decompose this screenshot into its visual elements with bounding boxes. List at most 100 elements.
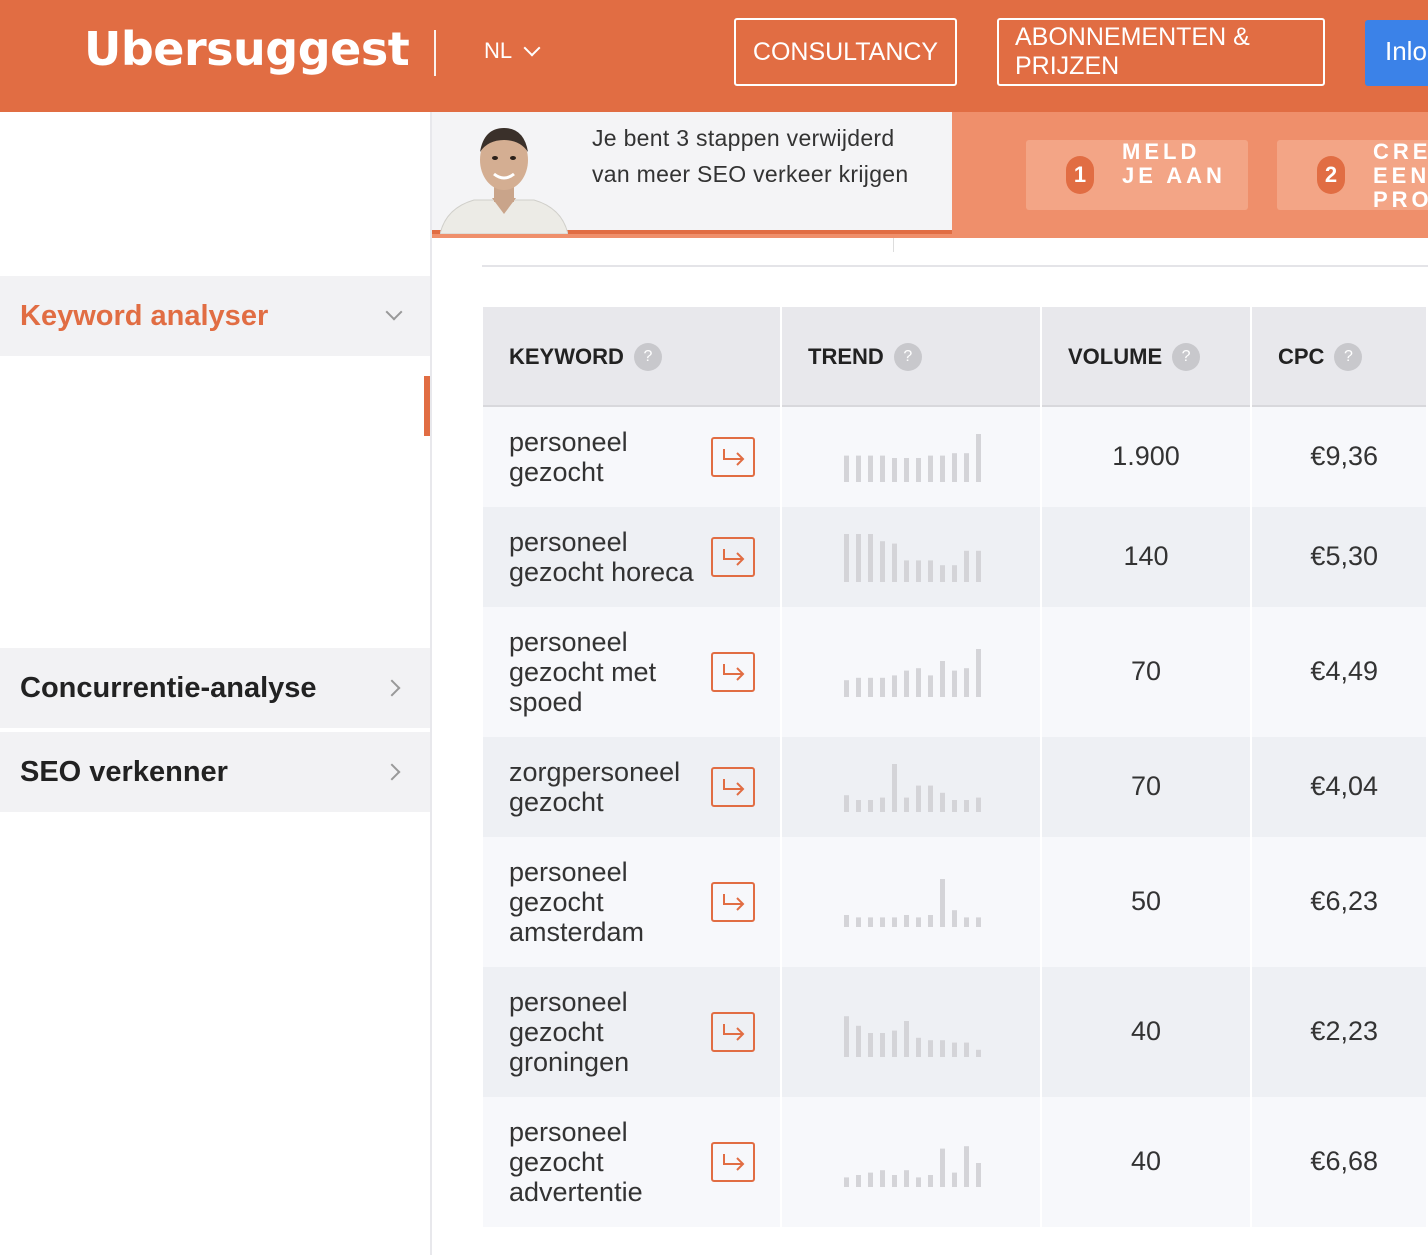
cpc-cell: €6,68 <box>1252 1097 1428 1227</box>
language-label: NL <box>484 38 513 63</box>
trend-cell <box>782 407 1042 507</box>
trend-bar <box>916 458 921 482</box>
cpc-cell: €9,36 <box>1252 407 1428 507</box>
keyword-text[interactable]: personeel gezocht advertentie <box>509 1117 643 1207</box>
table-row[interactable]: personeel gezocht horeca 140 €5,30 <box>483 507 1428 607</box>
trend-bar <box>940 565 945 582</box>
column-header-cpc[interactable]: CPC ? <box>1252 307 1428 407</box>
trend-bar <box>976 649 981 697</box>
trend-cell <box>782 507 1042 607</box>
help-icon[interactable]: ? <box>1172 343 1201 371</box>
keyword-cell: personeel gezocht amsterdam <box>483 837 782 967</box>
trend-bar <box>928 1040 933 1057</box>
arrow-right-icon <box>723 549 745 566</box>
sidebar-scroll-indicator <box>424 376 430 436</box>
keyword-text[interactable]: personeel gezocht horeca <box>509 527 694 587</box>
column-header-keyword[interactable]: KEYWORD ? <box>483 307 782 407</box>
help-icon[interactable]: ? <box>1334 343 1363 371</box>
step-label: CRE EEN PRO <box>1373 139 1428 212</box>
help-icon[interactable]: ? <box>893 343 922 371</box>
subscriptions-button[interactable]: ABONNEMENTEN & PRIJZEN <box>997 18 1325 86</box>
header-divider <box>434 30 436 76</box>
open-keyword-button[interactable] <box>711 1012 755 1052</box>
trend-bar <box>964 550 969 582</box>
keyword-text[interactable]: personeel gezocht met spoed <box>509 627 657 717</box>
volume-cell: 40 <box>1042 967 1252 1097</box>
trend-bar <box>856 534 861 582</box>
volume-value: 40 <box>1130 1016 1162 1046</box>
trend-bar <box>904 915 909 927</box>
banner-text: Je bent 3 stappen verwijderd van meer SE… <box>592 125 909 187</box>
trend-bar <box>856 800 861 812</box>
column-header-volume[interactable]: VOLUME ? <box>1042 307 1252 407</box>
step-sign-up[interactable]: 1 MELD JE AAN <box>1026 140 1248 210</box>
keyword-text[interactable]: personeel gezocht amsterdam <box>509 857 645 947</box>
language-select[interactable]: NL <box>484 38 541 64</box>
trend-cell <box>782 607 1042 737</box>
volume-cell: 140 <box>1042 507 1252 607</box>
open-keyword-button[interactable] <box>711 652 755 692</box>
trend-bar <box>916 917 921 927</box>
trend-bar <box>928 455 933 482</box>
trend-bar <box>916 668 921 697</box>
cpc-value: €9,36 <box>1310 441 1378 471</box>
trend-bar <box>916 1037 921 1057</box>
trend-bar <box>940 879 945 927</box>
table-row[interactable]: zorgpersoneel gezocht 70 €4,04 <box>483 737 1428 837</box>
column-label: CPC <box>1278 344 1325 369</box>
table-row[interactable]: personeel gezocht groningen 40 €2,23 <box>483 967 1428 1097</box>
trend-bar <box>952 910 957 927</box>
column-label: TREND <box>808 344 884 369</box>
open-keyword-button[interactable] <box>711 767 755 807</box>
chevron-down-icon <box>385 303 403 321</box>
trend-bar <box>928 675 933 697</box>
keyword-text[interactable]: zorgpersoneel gezocht <box>509 757 681 817</box>
trend-bar <box>928 915 933 927</box>
trend-bar <box>904 1170 909 1187</box>
trend-bar <box>964 1146 969 1187</box>
keyword-text[interactable]: personeel gezocht <box>509 427 628 487</box>
sidebar-item-label: SEO verkenner <box>20 755 228 788</box>
trend-bar <box>928 785 933 812</box>
table-row[interactable]: personeel gezocht met spoed 70 €4,49 <box>483 607 1428 737</box>
trend-bar <box>880 797 885 812</box>
trend-bar <box>892 675 897 697</box>
table-row[interactable]: personeel gezocht advertentie 40 €6,68 <box>483 1097 1428 1227</box>
open-keyword-button[interactable] <box>711 882 755 922</box>
keyword-cell: personeel gezocht <box>483 407 782 507</box>
logo[interactable]: Ubersuggest <box>84 22 410 76</box>
keyword-text[interactable]: personeel gezocht groningen <box>509 987 630 1077</box>
trend-bar <box>892 458 897 482</box>
trend-bar <box>964 453 969 482</box>
column-header-trend[interactable]: TREND ? <box>782 307 1042 407</box>
trend-bar <box>880 1033 885 1057</box>
trend-bar <box>964 800 969 812</box>
open-keyword-button[interactable] <box>711 537 755 577</box>
sidebar-item-seo-verkenner[interactable]: SEO verkenner <box>0 732 430 812</box>
trend-cell <box>782 737 1042 837</box>
cpc-cell: €4,49 <box>1252 607 1428 737</box>
trend-bar <box>892 543 897 582</box>
trend-bar <box>952 453 957 482</box>
login-button[interactable]: Inlo <box>1365 20 1428 86</box>
consultancy-button[interactable]: CONSULTANCY <box>734 18 957 86</box>
sidebar-item-keyword-analyser[interactable]: Keyword analyser <box>0 276 430 356</box>
trend-bar <box>868 1033 873 1057</box>
trend-bar <box>928 1175 933 1187</box>
open-keyword-button[interactable] <box>711 437 755 477</box>
arrow-right-icon <box>723 894 745 911</box>
volume-value: 140 <box>1123 541 1169 571</box>
step-create-project[interactable]: 2 CRE EEN PRO <box>1277 139 1428 212</box>
trend-bar <box>952 565 957 582</box>
sidebar-item-label: Keyword analyser <box>20 299 269 332</box>
avatar <box>440 128 568 234</box>
volume-value: 70 <box>1130 771 1162 801</box>
trend-sparkline <box>844 1016 981 1057</box>
cpc-cell: €4,04 <box>1252 737 1428 837</box>
table-row[interactable]: personeel gezocht amsterdam 50 €6,23 <box>483 837 1428 967</box>
help-icon[interactable]: ? <box>633 343 662 371</box>
arrow-right-icon <box>723 1024 745 1041</box>
sidebar-item-concurrentie-analyse[interactable]: Concurrentie-analyse <box>0 648 430 728</box>
open-keyword-button[interactable] <box>711 1142 755 1182</box>
table-row[interactable]: personeel gezocht 1.900 €9,36 <box>483 407 1428 507</box>
